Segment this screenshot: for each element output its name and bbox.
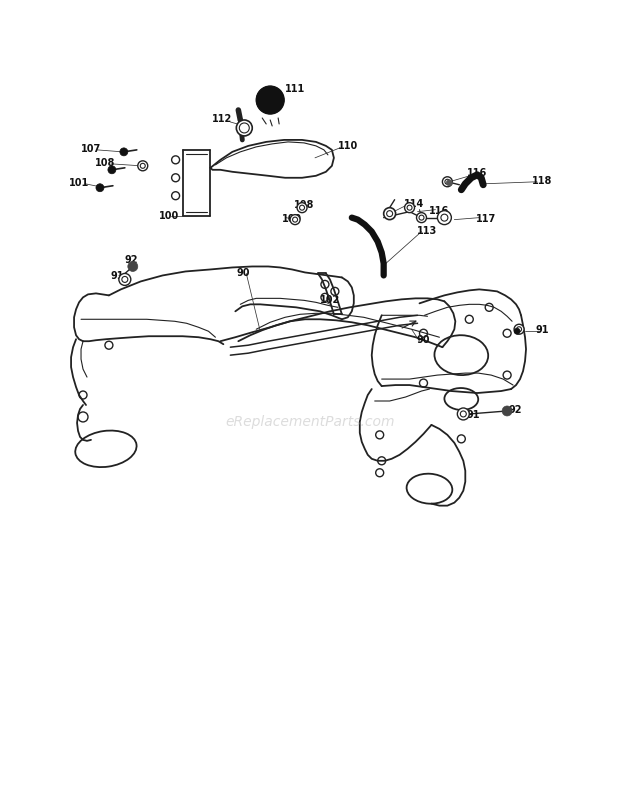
Text: 108: 108 bbox=[294, 199, 314, 210]
Text: 117: 117 bbox=[476, 214, 497, 223]
Text: 91: 91 bbox=[535, 325, 549, 335]
Text: 90: 90 bbox=[417, 335, 430, 344]
Text: 102: 102 bbox=[320, 295, 340, 305]
Text: 91: 91 bbox=[110, 271, 123, 281]
Text: 109: 109 bbox=[282, 214, 302, 223]
Circle shape bbox=[108, 166, 116, 174]
Text: 111: 111 bbox=[285, 84, 305, 94]
Text: 114: 114 bbox=[404, 198, 425, 209]
Text: 92: 92 bbox=[508, 405, 522, 414]
Circle shape bbox=[297, 203, 307, 214]
Text: 118: 118 bbox=[532, 176, 552, 185]
Circle shape bbox=[514, 325, 524, 335]
Circle shape bbox=[502, 406, 512, 417]
Circle shape bbox=[443, 177, 453, 188]
Circle shape bbox=[438, 211, 451, 226]
Circle shape bbox=[120, 149, 128, 157]
Text: eReplacementParts.com: eReplacementParts.com bbox=[225, 414, 395, 429]
Text: 108: 108 bbox=[95, 157, 115, 168]
Circle shape bbox=[290, 215, 300, 226]
Circle shape bbox=[236, 120, 252, 137]
Text: 100: 100 bbox=[159, 210, 179, 220]
Text: 101: 101 bbox=[69, 177, 89, 188]
Text: 92: 92 bbox=[124, 255, 138, 265]
Circle shape bbox=[239, 124, 249, 134]
Text: 107: 107 bbox=[81, 144, 101, 153]
Circle shape bbox=[96, 185, 104, 193]
Circle shape bbox=[458, 409, 469, 421]
Circle shape bbox=[514, 329, 520, 335]
Text: 91: 91 bbox=[466, 410, 480, 419]
Circle shape bbox=[128, 262, 138, 272]
Text: 90: 90 bbox=[237, 268, 250, 278]
Circle shape bbox=[446, 181, 453, 186]
Text: 110: 110 bbox=[338, 141, 358, 151]
Circle shape bbox=[256, 87, 284, 115]
Text: 116: 116 bbox=[429, 206, 450, 215]
Circle shape bbox=[405, 203, 415, 214]
Circle shape bbox=[172, 193, 180, 201]
Circle shape bbox=[119, 274, 131, 286]
Text: 112: 112 bbox=[212, 114, 232, 124]
Text: 113: 113 bbox=[417, 226, 438, 235]
Circle shape bbox=[172, 174, 180, 182]
Text: 116: 116 bbox=[467, 168, 487, 177]
Circle shape bbox=[384, 209, 396, 220]
Circle shape bbox=[138, 161, 148, 172]
Circle shape bbox=[417, 214, 427, 223]
Circle shape bbox=[172, 157, 180, 165]
